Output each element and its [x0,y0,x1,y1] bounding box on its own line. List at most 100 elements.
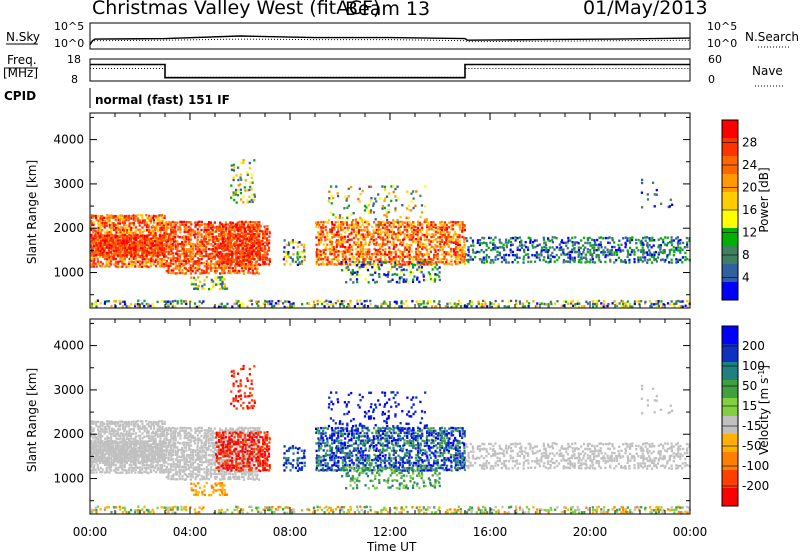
power-cell [374,197,377,200]
power-cell [431,240,435,243]
power-cell [121,254,124,257]
velocity-cell [157,420,160,424]
power-cell [241,223,244,226]
power-cell [176,300,179,303]
power-cell [152,226,155,229]
power-cell [221,278,224,281]
power-cell [361,245,364,248]
y-tick-label: 2000 [53,221,84,235]
power-cell [196,262,199,266]
power-cell [160,247,164,250]
power-cell [250,299,253,302]
power-cell [409,235,413,239]
power-cell [229,264,232,268]
power-cell [174,247,177,250]
power-cell [128,251,131,254]
velocity-cell [101,430,104,433]
power-cell [592,302,595,306]
power-cell [403,263,407,266]
power-cell [456,241,459,244]
power-cell [110,237,113,240]
power-cell [629,237,632,240]
power-cell [123,223,126,227]
power-cell [443,224,446,227]
power-cell [446,242,449,246]
power-cell [245,254,248,258]
power-cell [103,257,106,261]
power-cell [112,242,115,245]
power-cell [240,263,243,266]
power-cell [223,285,227,289]
power-cell [90,252,93,255]
power-cell [152,305,155,308]
power-cell [123,236,127,240]
power-cell [379,242,382,246]
power-cell [401,260,404,263]
power-cell [416,263,419,266]
power-cell [620,305,623,308]
power-cell [235,201,238,204]
velocity-cell [99,427,102,431]
power-cell [286,300,289,303]
power-cell [586,248,589,251]
power-cell [396,261,399,264]
power-cell [671,203,674,206]
power-cell [237,304,240,308]
velocity-cell [105,467,108,470]
power-cell [155,236,158,240]
power-cell [424,243,427,246]
power-cell [137,255,140,259]
power-cell [452,220,455,224]
nave-label: Nave [752,64,783,78]
power-cell [357,253,360,256]
power-cell [341,216,344,220]
power-cell [259,253,262,256]
power-cell [684,258,687,262]
velocity-cell [90,471,93,474]
power-cell [119,256,122,259]
power-cell [428,263,431,266]
power-cell [252,244,256,248]
power-cell [108,239,111,242]
power-cell [234,235,238,238]
power-cell [346,229,350,232]
power-cell [405,278,408,281]
power-cell [389,280,392,283]
power-cell [246,232,249,235]
power-cell [223,247,226,251]
power-cell [659,302,662,306]
power-cell [104,219,107,223]
power-cell [176,254,179,257]
power-cell [452,235,455,239]
power-cell [105,262,108,266]
power-cell [118,252,121,255]
power-cell [340,241,343,244]
power-cell [414,231,417,234]
power-cell [90,256,93,259]
power-cell [157,237,160,240]
power-cell [121,231,124,234]
velocity-cell [90,428,93,431]
power-cell [569,239,572,242]
velocity-cell [134,432,138,435]
power-cell [597,248,600,251]
power-cell [358,268,361,271]
power-cell [315,221,318,224]
power-cell [609,250,612,253]
power-cell [657,304,660,308]
power-cell [519,302,522,305]
power-cell [97,262,100,265]
power-cell [412,258,415,261]
power-cell [134,253,138,256]
velocity-cell [143,470,146,474]
power-cell [154,239,157,243]
power-cell [93,303,96,306]
power-cell [412,238,415,241]
power-cell [235,302,238,305]
power-cell [421,263,424,266]
power-cell [171,220,174,224]
power-cell [240,257,243,260]
power-cell [471,248,474,251]
power-cell [167,240,170,243]
velocity-cell [150,421,153,424]
